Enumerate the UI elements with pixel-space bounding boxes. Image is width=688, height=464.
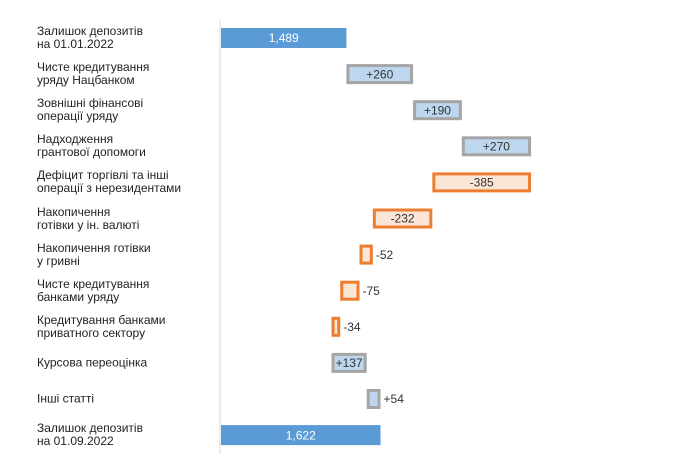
value-label: -232 (391, 212, 415, 226)
value-label: +270 (483, 139, 510, 153)
bar (340, 280, 360, 301)
value-label: +190 (424, 103, 451, 117)
value-label: -34 (343, 320, 361, 334)
bar (432, 172, 532, 193)
category-label: Чисте кредитування банками уряду (37, 276, 150, 304)
category-label: Кредитування банками приватного сектору (37, 312, 166, 340)
bar (461, 136, 532, 157)
category-label: Курсова переоцінка (37, 355, 148, 370)
category-label: Накопичення готівки у гривні (37, 240, 151, 268)
bar (366, 389, 381, 409)
category-label: Залишок депозитів на 01.01.2022 (37, 24, 143, 51)
category-label: Зовнішні фінансові операції уряду (37, 96, 144, 124)
bar (413, 100, 462, 121)
category-label: Чисте кредитування уряду Нацбанком (37, 60, 150, 88)
category-label: Залишок депозитів на 01.09.2022 (37, 421, 143, 449)
bar (221, 425, 381, 446)
category-label: Надходження грантової допомоги (37, 132, 146, 160)
value-label: -75 (362, 284, 380, 298)
value-label: +260 (366, 67, 393, 81)
value-label: -385 (470, 176, 494, 190)
value-label: +137 (336, 356, 363, 370)
category-label: Інші статті (37, 391, 95, 406)
bar (359, 244, 373, 265)
bar (346, 64, 414, 85)
bar (331, 352, 367, 373)
value-label: +54 (384, 392, 405, 406)
category-label: Дефіцит торгівлі та інші операції з нере… (37, 168, 182, 196)
bar (221, 28, 347, 48)
bar (372, 208, 433, 229)
category-label: Накопичення готівки у ін. валюті (37, 204, 140, 232)
value-label: -52 (376, 248, 394, 262)
value-label: 1,489 (269, 31, 299, 45)
value-label: 1,622 (286, 428, 316, 442)
bar (331, 316, 341, 337)
